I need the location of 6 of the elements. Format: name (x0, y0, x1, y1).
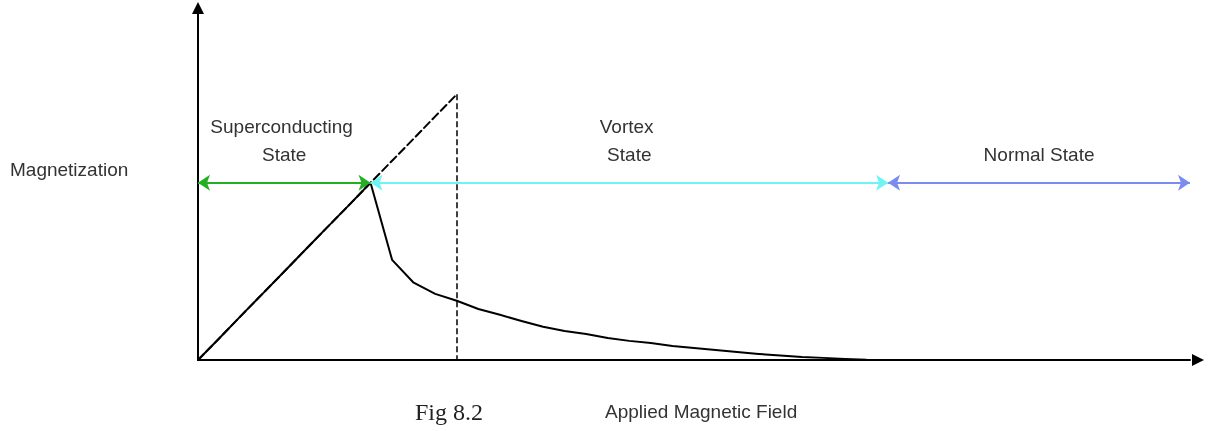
annotation: Superconducting State (210, 116, 359, 166)
y-axis-title: Magnetization (10, 159, 129, 180)
x-axis-title: Applied Magnetic Field (605, 401, 798, 422)
caption: Fig 8.2 (415, 399, 484, 425)
annotation: Normal State (983, 144, 1095, 166)
annotation: Vortex State (599, 116, 659, 166)
